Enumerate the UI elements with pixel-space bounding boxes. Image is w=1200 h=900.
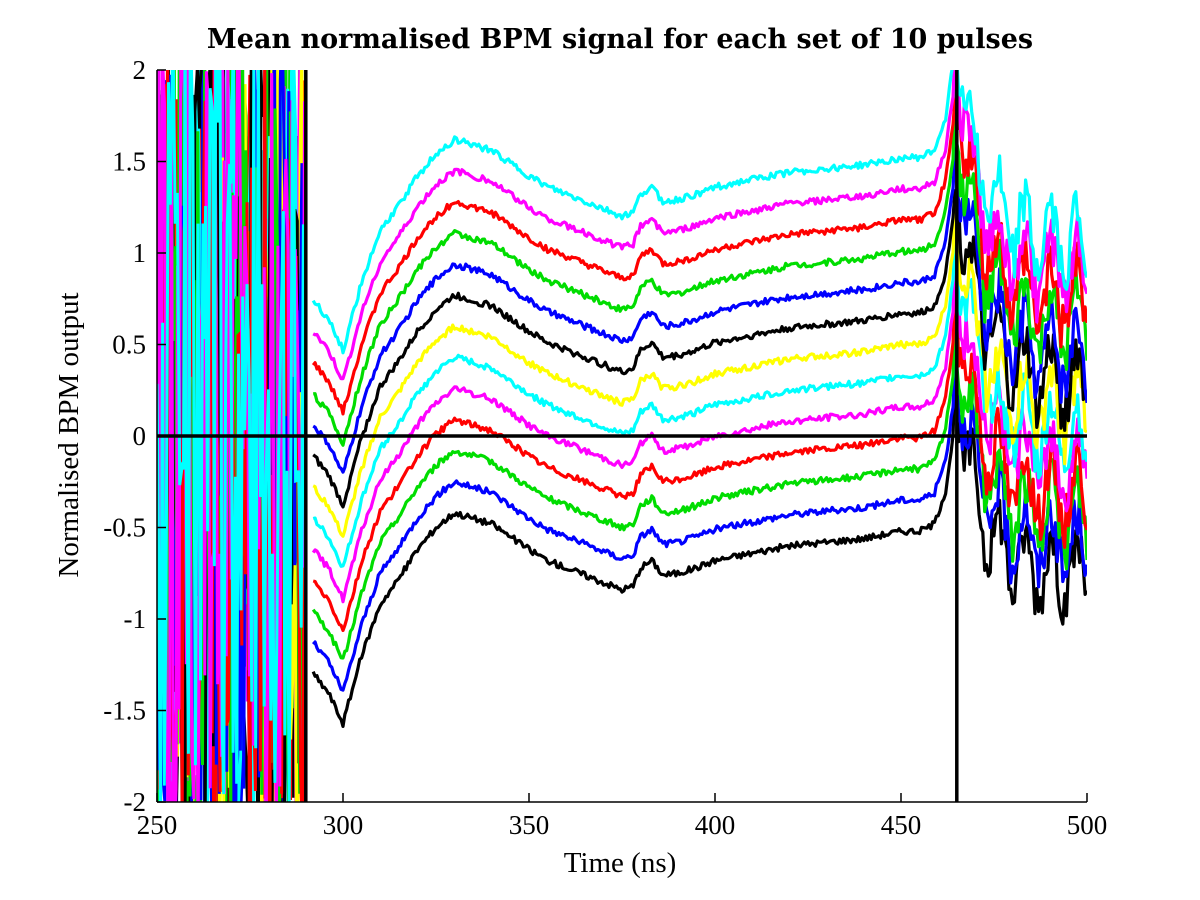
y-axis-label: Normalised BPM output <box>53 292 85 577</box>
x-tick-label: 400 <box>695 810 736 840</box>
y-tick-label: -1 <box>124 604 147 634</box>
y-tick-label: 0 <box>133 421 147 451</box>
y-tick-label: 2 <box>133 55 147 85</box>
x-axis-label: Time (ns) <box>564 847 677 879</box>
axes: 250 300 350 400 450 500 -2 -1.5 -1 -0.5 0 0.5 1 1.5 2 <box>103 55 1107 840</box>
chart-title: Mean normalised BPM signal for each set … <box>207 24 1033 55</box>
x-tick-label: 350 <box>509 810 550 840</box>
y-tick-label: 1 <box>133 238 147 268</box>
x-tick-label: 450 <box>881 810 922 840</box>
reference-lines <box>157 70 1087 802</box>
x-tick-label: 300 <box>323 810 364 840</box>
x-tick-label: 250 <box>137 810 178 840</box>
x-tick-label: 500 <box>1067 810 1108 840</box>
noise-trace-13 <box>157 70 308 802</box>
y-tick-label: 1.5 <box>112 147 146 177</box>
y-tick-label: -1.5 <box>103 696 146 726</box>
y-tick-label: -2 <box>124 787 147 817</box>
y-tick-label: 0.5 <box>112 330 146 360</box>
y-tick-label: -0.5 <box>103 513 146 543</box>
